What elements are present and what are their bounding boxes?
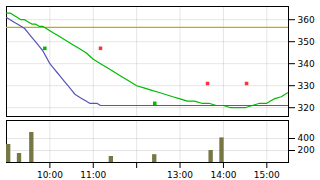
svg-text:360: 360: [298, 15, 315, 25]
svg-text:11:00: 11:00: [80, 170, 106, 180]
svg-text:200: 200: [298, 145, 315, 155]
svg-text:350: 350: [298, 37, 315, 47]
svg-text:330: 330: [298, 81, 315, 91]
svg-text:400: 400: [298, 133, 315, 143]
svg-text:13:00: 13:00: [167, 170, 193, 180]
svg-text:14:00: 14:00: [210, 170, 236, 180]
svg-text:340: 340: [298, 59, 315, 69]
svg-text:320: 320: [298, 103, 315, 113]
svg-text:10:00: 10:00: [37, 170, 63, 180]
svg-text:15:00: 15:00: [254, 170, 280, 180]
